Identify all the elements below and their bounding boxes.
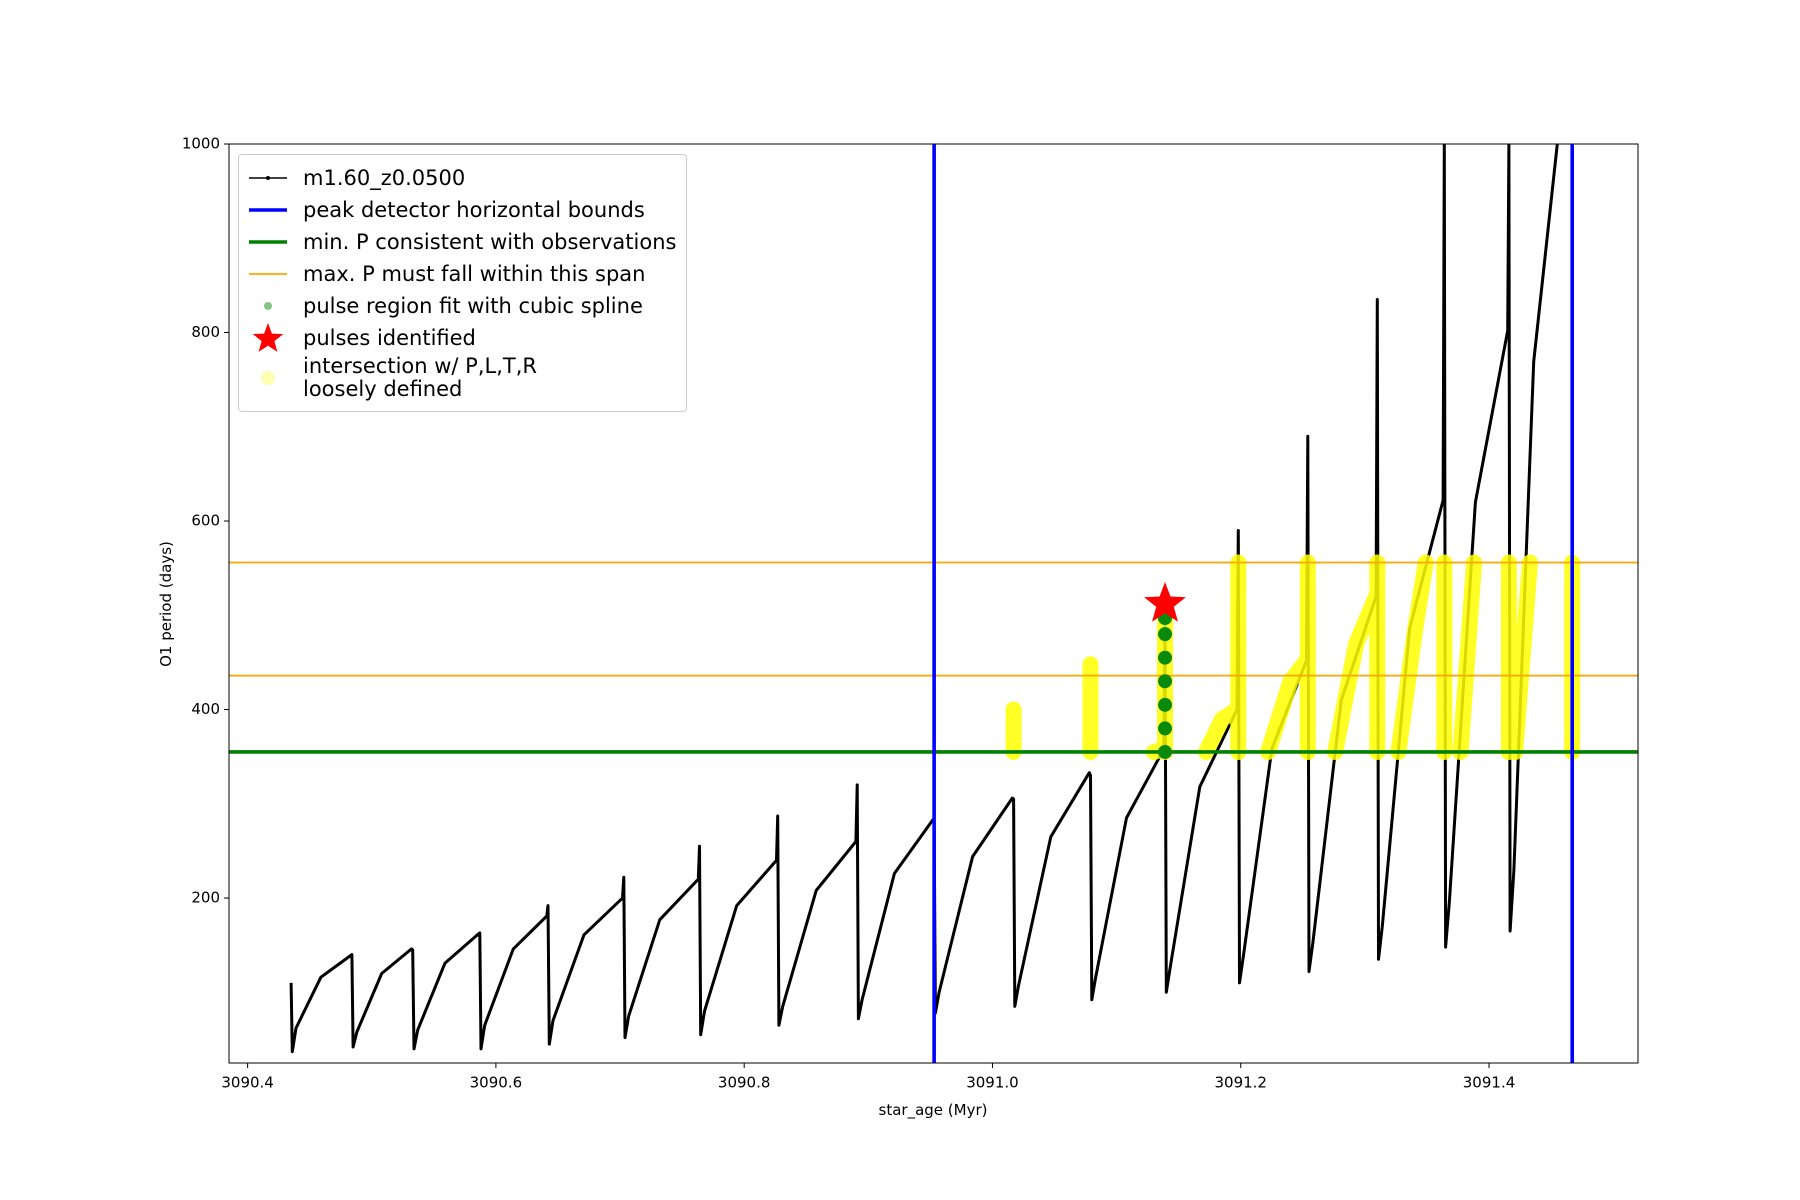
x-tick-label: 3091.0: [966, 1074, 1019, 1092]
legend-icon: [249, 273, 287, 275]
y-tick-label: 200: [191, 889, 220, 907]
legend-label: m1.60_z0.0500: [303, 165, 466, 190]
legend-entry: pulse region fit with cubic spline: [245, 291, 676, 321]
legend-dot: [261, 371, 275, 385]
point: [1158, 650, 1173, 665]
y-tick-label: 400: [191, 700, 220, 718]
legend-icon: [249, 240, 287, 244]
legend-icon: [249, 176, 287, 180]
x-tick-label: 3090.4: [221, 1074, 274, 1092]
x-tick-label: 3090.6: [470, 1074, 523, 1092]
point: [1158, 721, 1173, 736]
x-tick-label: 3091.2: [1214, 1074, 1267, 1092]
legend-label: peak detector horizontal bounds: [303, 197, 645, 222]
legend-dot: [264, 302, 272, 310]
y-tick-label: 1000: [182, 135, 220, 153]
legend-entry: pulses identified: [245, 323, 676, 353]
point: [1158, 697, 1173, 712]
legend-entry: min. P consistent with observations: [245, 227, 676, 257]
y-axis-label: O1 period (days): [157, 541, 175, 667]
y-tick-label: 800: [191, 323, 220, 341]
legend-label: max. P must fall within this span: [303, 261, 646, 286]
legend-icon: [252, 323, 284, 352]
legend-entry: peak detector horizontal bounds: [245, 195, 676, 225]
legend-label: intersection w/ P,L,T,R loosely defined: [303, 354, 537, 401]
legend-star: [252, 323, 284, 352]
point: [1158, 674, 1173, 689]
y-tick-label: 600: [191, 512, 220, 530]
legend-entry: max. P must fall within this span: [245, 259, 676, 289]
legend-label: pulse region fit with cubic spline: [303, 293, 643, 318]
plot-area: [229, 144, 1638, 1063]
point: [1158, 744, 1173, 759]
legend-entry: m1.60_z0.0500: [245, 163, 676, 193]
legend-dot: [266, 176, 270, 180]
legend-icon: [261, 371, 275, 385]
legend-label: min. P consistent with observations: [303, 229, 677, 254]
star-marker: [1144, 582, 1186, 622]
point: [1158, 627, 1173, 642]
x-tick-label: 3090.8: [718, 1074, 771, 1092]
legend-label: pulses identified: [303, 325, 476, 350]
legend-icon: [249, 208, 287, 212]
legend-icon: [264, 302, 272, 310]
x-tick-label: 3091.4: [1463, 1074, 1516, 1092]
plot-frame: [228, 143, 1639, 1064]
legend-entry: intersection w/ P,L,T,R loosely defined: [245, 355, 676, 401]
x-axis-label: star_age (Myr): [879, 1101, 988, 1120]
highlight-band: [1005, 554, 1581, 760]
